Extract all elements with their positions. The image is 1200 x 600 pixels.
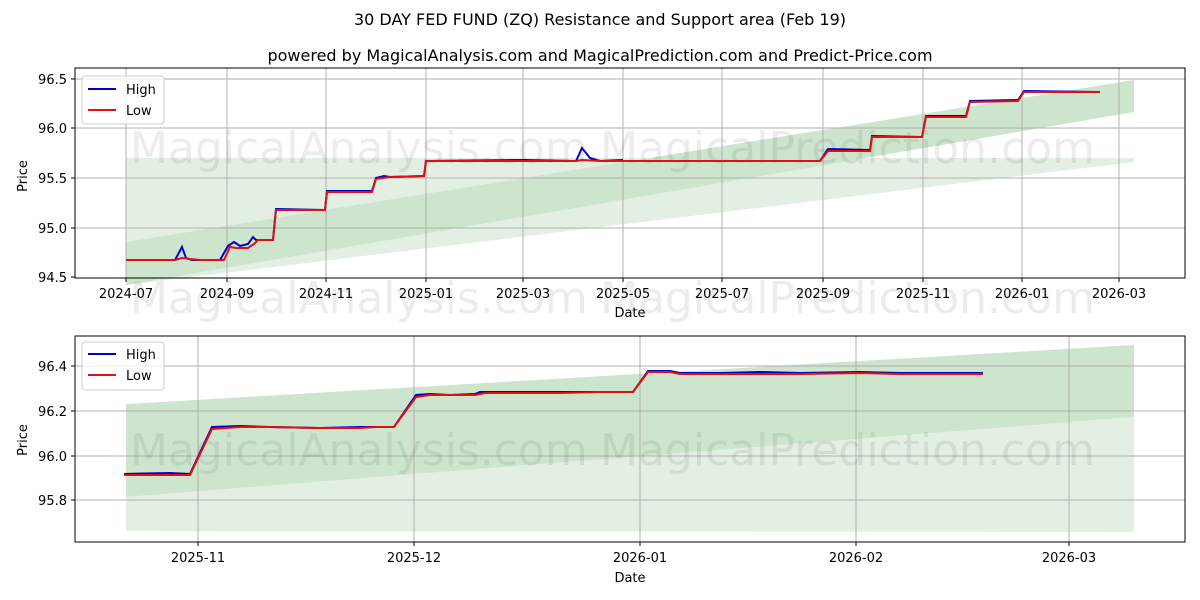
top-ytick: 96.5 (38, 73, 67, 88)
top-ytick: 96.0 (38, 122, 67, 137)
bottom-ytick: 96.2 (38, 405, 67, 420)
top-xlabel: Date (614, 306, 645, 321)
top-grid (75, 68, 1185, 278)
top-xtick: 2026-01 (995, 287, 1049, 302)
top-band-light (126, 158, 1134, 285)
legend-high-label: High (126, 348, 156, 363)
bottom-legend: High Low (81, 341, 165, 391)
top-ytick: 95.5 (38, 172, 67, 187)
top-xtick: 2024-09 (200, 287, 254, 302)
bottom-band-light (126, 417, 1134, 532)
watermark-5: MagicalAnalysis.com (130, 425, 588, 476)
bottom-xtick: 2026-01 (613, 551, 667, 566)
top-ytick: 95.0 (38, 222, 67, 237)
top-xtick: 2026-03 (1092, 287, 1146, 302)
bottom-ytick: 96.4 (38, 360, 67, 375)
top-xtick: 2024-07 (99, 287, 153, 302)
bottom-xtick: 2026-02 (829, 551, 883, 566)
top-ylabel: Price (16, 160, 31, 192)
top-y-ticks (71, 78, 75, 278)
chart-subtitle: powered by MagicalAnalysis.com and Magic… (267, 46, 933, 65)
legend-high-label: High (126, 83, 156, 98)
watermark-4: MagicalPrediction.com (600, 273, 1095, 324)
bottom-x-ticks (197, 542, 1070, 546)
top-x-ticks (125, 278, 1120, 282)
watermark-1: MagicalAnalysis.com (130, 123, 588, 174)
bottom-ylabel: Price (16, 424, 31, 456)
bottom-bands (126, 345, 1134, 532)
top-xtick: 2025-09 (796, 287, 850, 302)
top-bands (126, 80, 1134, 285)
top-xtick: 2025-01 (399, 287, 453, 302)
bottom-xlabel: Date (614, 571, 645, 586)
top-axes-frame (74, 67, 1186, 279)
bottom-xtick: 2025-11 (171, 551, 225, 566)
bottom-axes-frame (74, 335, 1186, 543)
top-xtick: 2025-03 (496, 287, 550, 302)
bottom-xtick: 2025-12 (387, 551, 441, 566)
top-band-dark (126, 80, 1134, 285)
bottom-y-ticks (71, 365, 75, 501)
watermark-6: MagicalPrediction.com (600, 425, 1095, 476)
top-legend: High Low (81, 75, 165, 125)
chart-title: 30 DAY FED FUND (ZQ) Resistance and Supp… (353, 10, 847, 29)
top-chart: MagicalAnalysis.com MagicalPrediction.co… (16, 67, 1186, 324)
watermark-3: MagicalAnalysis.com (130, 273, 588, 324)
legend-low-label: Low (126, 369, 152, 384)
top-xtick: 2025-11 (896, 287, 950, 302)
top-ytick: 94.5 (38, 271, 67, 286)
legend-low-label: Low (126, 104, 152, 119)
bottom-chart: MagicalAnalysis.com MagicalPrediction.co… (16, 335, 1186, 586)
bottom-ytick: 96.0 (38, 450, 67, 465)
top-xtick: 2024-11 (299, 287, 353, 302)
top-xtick: 2025-05 (596, 287, 650, 302)
top-xtick: 2025-07 (695, 287, 749, 302)
bottom-grid (75, 336, 1185, 542)
bottom-xtick: 2026-03 (1042, 551, 1096, 566)
bottom-low-line (124, 371, 983, 476)
bottom-band-dark (126, 345, 1134, 497)
top-low-line (126, 91, 1100, 261)
bottom-ytick: 95.8 (38, 494, 67, 509)
